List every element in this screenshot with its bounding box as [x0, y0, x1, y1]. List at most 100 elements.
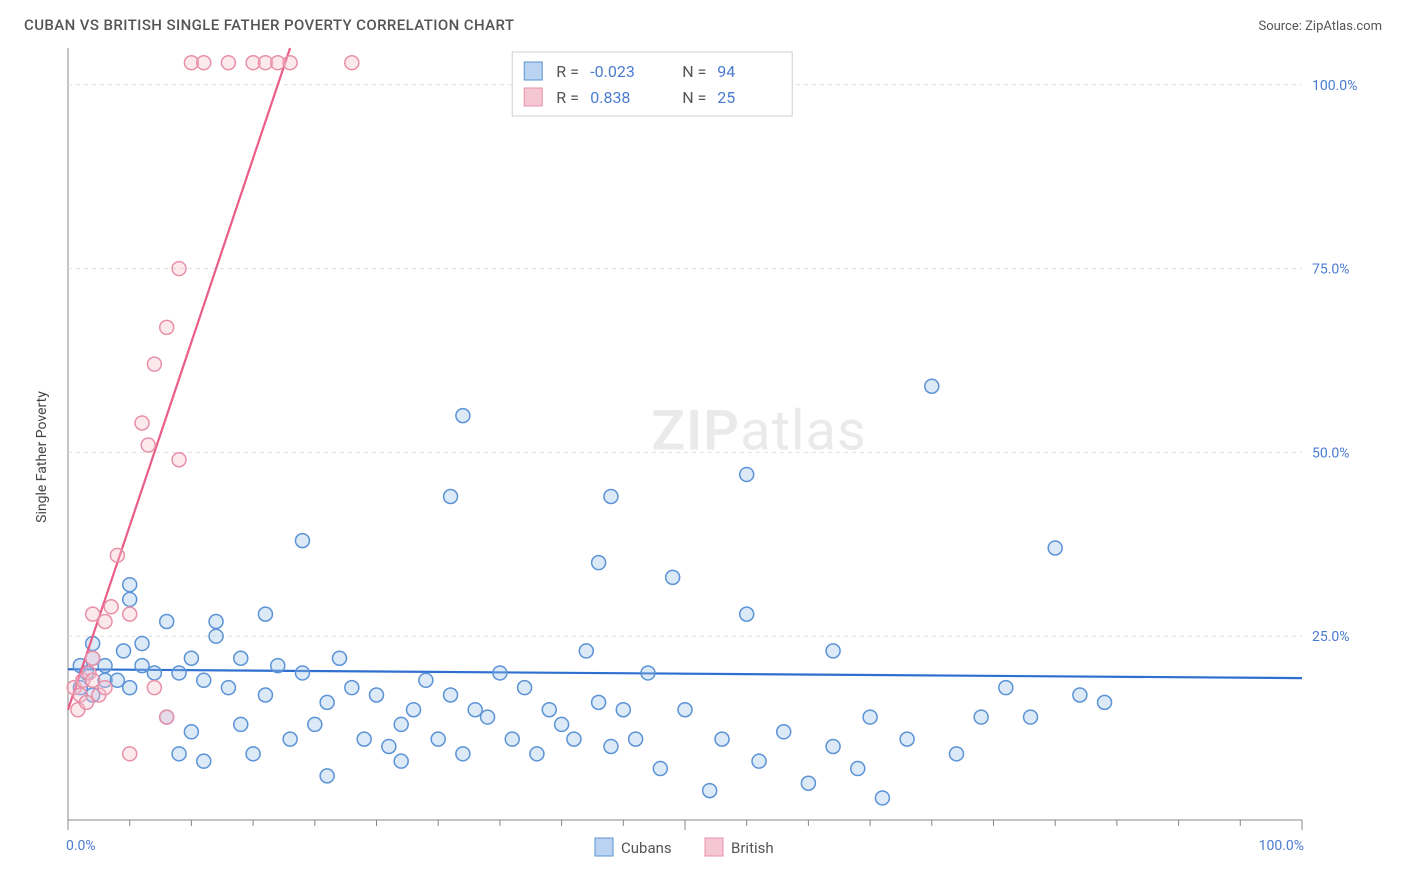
data-point: [740, 607, 754, 621]
data-point: [579, 644, 593, 658]
data-point: [172, 747, 186, 761]
data-point: [604, 739, 618, 753]
data-point: [98, 681, 112, 695]
data-point: [172, 262, 186, 276]
data-point: [147, 666, 161, 680]
data-point: [851, 762, 865, 776]
x-tick-label: 0.0%: [66, 838, 96, 854]
source-attribution: Source: ZipAtlas.com: [1258, 19, 1382, 34]
data-point: [974, 710, 988, 724]
data-point: [542, 703, 556, 717]
data-point: [999, 681, 1013, 695]
data-point: [258, 607, 272, 621]
data-point: [703, 784, 717, 798]
data-point: [104, 600, 118, 614]
data-point: [147, 681, 161, 695]
data-point: [715, 732, 729, 746]
data-point: [234, 651, 248, 665]
data-point: [160, 710, 174, 724]
data-point: [147, 357, 161, 371]
y-tick-label: 50.0%: [1312, 445, 1350, 461]
data-point: [592, 695, 606, 709]
data-point: [407, 703, 421, 717]
data-point: [629, 732, 643, 746]
data-point: [444, 489, 458, 503]
chart-title: CUBAN VS BRITISH SINGLE FATHER POVERTY C…: [24, 16, 514, 34]
data-point: [86, 651, 100, 665]
data-point: [949, 747, 963, 761]
data-point: [604, 489, 618, 503]
data-point: [197, 754, 211, 768]
data-point: [135, 637, 149, 651]
stats-r-label: R =: [556, 62, 579, 81]
data-point: [320, 695, 334, 709]
data-point: [80, 695, 94, 709]
data-point: [1073, 688, 1087, 702]
data-point: [283, 732, 297, 746]
watermark: ZIPatlas: [651, 397, 867, 463]
data-point: [592, 556, 606, 570]
data-point: [370, 688, 384, 702]
stats-n-label: N =: [682, 88, 706, 107]
data-point: [493, 666, 507, 680]
data-point: [505, 732, 519, 746]
data-point: [110, 673, 124, 687]
data-point: [419, 673, 433, 687]
data-point: [925, 379, 939, 393]
data-point: [172, 666, 186, 680]
data-point: [863, 710, 877, 724]
legend-swatch: [595, 838, 613, 856]
stats-n-value: 25: [717, 88, 735, 107]
data-point: [653, 762, 667, 776]
data-point: [875, 791, 889, 805]
data-point: [234, 717, 248, 731]
stats-r-value: -0.023: [590, 62, 635, 81]
data-point: [332, 651, 346, 665]
data-point: [86, 607, 100, 621]
data-point: [283, 56, 297, 70]
chart-container: Single Father Poverty 25.0%50.0%75.0%100…: [20, 42, 1386, 872]
data-point: [110, 548, 124, 562]
stats-n-value: 94: [717, 62, 735, 81]
data-point: [135, 659, 149, 673]
data-point: [345, 681, 359, 695]
data-point: [308, 717, 322, 731]
y-tick-label: 25.0%: [1312, 629, 1350, 645]
data-point: [172, 453, 186, 467]
stats-r-label: R =: [556, 88, 579, 107]
stats-n-label: N =: [682, 62, 706, 81]
data-point: [530, 747, 544, 761]
data-point: [209, 629, 223, 643]
trend-line: [68, 48, 290, 710]
data-point: [1024, 710, 1038, 724]
legend-swatch: [705, 838, 723, 856]
data-point: [123, 578, 137, 592]
data-point: [826, 644, 840, 658]
data-point: [357, 732, 371, 746]
data-point: [123, 747, 137, 761]
data-point: [184, 725, 198, 739]
data-point: [295, 534, 309, 548]
data-point: [518, 681, 532, 695]
data-point: [444, 688, 458, 702]
data-point: [86, 673, 100, 687]
data-point: [123, 592, 137, 606]
data-point: [666, 570, 680, 584]
data-point: [320, 769, 334, 783]
y-tick-label: 100.0%: [1312, 78, 1357, 94]
stats-box: [512, 52, 792, 116]
data-point: [752, 754, 766, 768]
stats-swatch: [524, 88, 542, 106]
data-point: [1048, 541, 1062, 555]
data-point: [394, 717, 408, 731]
data-point: [197, 56, 211, 70]
data-point: [456, 409, 470, 423]
data-point: [481, 710, 495, 724]
data-point: [184, 651, 198, 665]
data-point: [555, 717, 569, 731]
data-point: [295, 666, 309, 680]
data-point: [678, 703, 692, 717]
stats-swatch: [524, 62, 542, 80]
data-point: [740, 467, 754, 481]
data-point: [221, 56, 235, 70]
